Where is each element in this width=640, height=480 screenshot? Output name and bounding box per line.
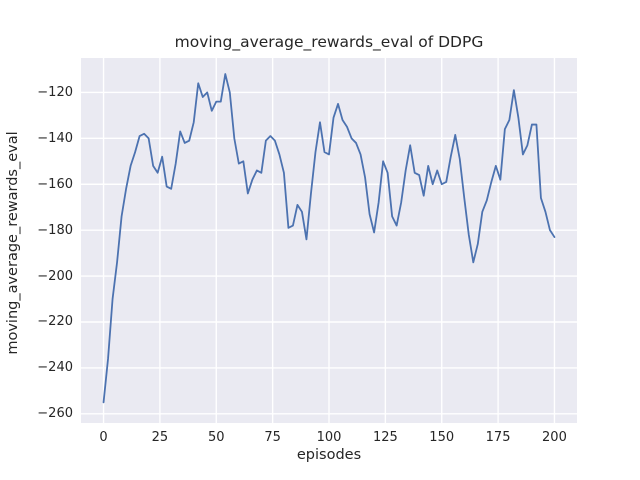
x-tick-label: 0	[99, 430, 108, 445]
y-tick-label: −260	[37, 406, 73, 422]
plot-area	[81, 58, 577, 423]
y-tick-label: −220	[37, 314, 73, 330]
y-tick-label: −160	[37, 176, 73, 192]
y-tick-label: −140	[37, 130, 73, 146]
x-tick-label: 125	[372, 430, 398, 445]
x-axis-label: episodes	[296, 447, 362, 463]
x-tick-label: 100	[316, 430, 342, 445]
y-tick-label: −240	[37, 360, 73, 376]
y-tick-label: −180	[37, 222, 73, 238]
data-line	[102, 73, 556, 404]
x-tick-label: 175	[485, 430, 511, 445]
chart-title: moving_average_rewards_eval of DDPG	[174, 33, 484, 51]
y-tick-label: −120	[37, 84, 73, 100]
x-tick-label: 25	[151, 430, 169, 445]
x-tick-label: 150	[429, 430, 455, 445]
x-tick-label: 75	[264, 430, 281, 445]
y-tick-label: −200	[37, 268, 73, 284]
line-plot-canvas	[81, 58, 577, 423]
y-axis-label: moving_average_rewards_eval	[5, 131, 21, 355]
x-tick-label: 200	[542, 430, 567, 445]
x-tick-label: 50	[207, 430, 225, 445]
